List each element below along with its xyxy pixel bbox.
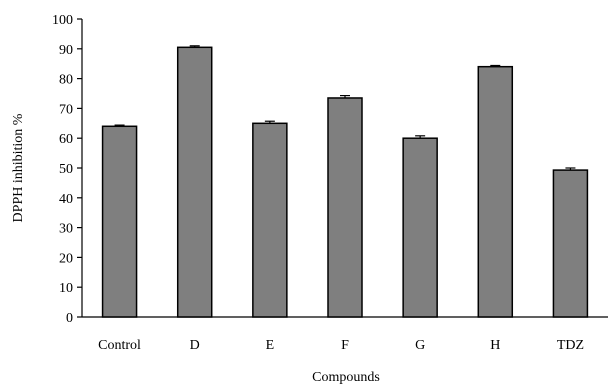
x-tick-label: D — [190, 338, 200, 353]
bars — [101, 46, 589, 318]
y-axis-title: DPPH inhibition % — [11, 113, 26, 222]
y-tick-label: 100 — [52, 13, 73, 28]
x-tick-label: G — [415, 338, 425, 353]
bar-tdz — [552, 169, 589, 318]
y-tick-label: 80 — [59, 73, 73, 88]
x-tick-label: TDZ — [557, 338, 584, 353]
y-axis: 0 10 20 30 40 50 60 70 80 90 100 — [52, 13, 83, 326]
bar-control — [101, 125, 138, 318]
bar-e — [252, 122, 288, 318]
y-tick-label: 30 — [59, 222, 73, 237]
y-tick-label: 10 — [59, 281, 73, 296]
x-axis-title: Compounds — [312, 370, 380, 385]
y-tick-label: 70 — [59, 102, 73, 117]
x-tick-label: F — [341, 338, 349, 353]
bar-d — [176, 46, 213, 318]
x-tick-label: H — [490, 338, 500, 353]
x-axis: Control D E F G H TDZ — [82, 316, 608, 353]
x-tick-label: Control — [98, 338, 141, 353]
y-tick-label: 50 — [59, 162, 73, 177]
y-tick-label: 40 — [59, 192, 73, 207]
y-tick-label: 0 — [66, 311, 73, 326]
bar-f — [327, 97, 363, 318]
y-tick-label: 90 — [59, 43, 73, 58]
bar-g — [402, 137, 438, 318]
y-tick-label: 20 — [59, 251, 73, 266]
bar-h — [477, 65, 514, 318]
x-tick-label: E — [266, 338, 275, 353]
y-tick-label: 60 — [59, 132, 73, 147]
error-bars — [114, 45, 576, 171]
